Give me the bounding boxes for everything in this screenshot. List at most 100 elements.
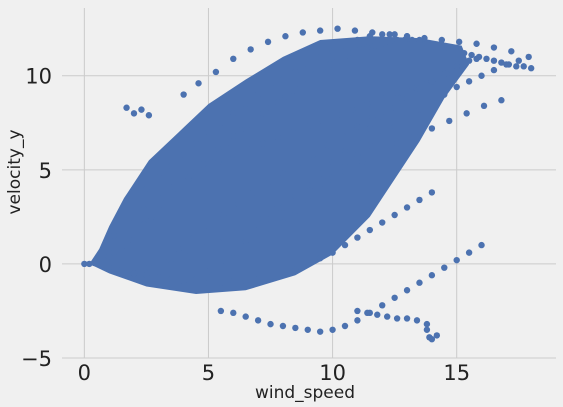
scatter-point: [180, 151, 187, 158]
scatter-point: [304, 123, 311, 130]
scatter-point: [118, 266, 125, 273]
scatter-point: [354, 123, 361, 130]
scatter-point: [254, 241, 262, 249]
scatter-point: [279, 270, 287, 277]
y-tick-label: 0: [39, 253, 52, 277]
scatter-point: [244, 121, 252, 128]
scatter-point: [438, 36, 446, 44]
scatter-point: [217, 258, 225, 266]
scatter-point: [386, 38, 393, 46]
scatter-point: [379, 95, 386, 102]
scatter-point: [304, 181, 311, 189]
scatter-point: [341, 162, 349, 170]
scatter-point: [446, 117, 453, 125]
scatter-point: [110, 232, 118, 239]
scatter-point: [254, 317, 262, 324]
scatter-point: [356, 46, 364, 53]
scatter-point: [205, 268, 212, 275]
scatter-point: [205, 223, 212, 230]
scatter-point: [192, 275, 200, 283]
scatter-point: [359, 159, 366, 166]
scatter-point: [416, 106, 423, 113]
scatter-point: [217, 119, 225, 126]
scatter-point: [366, 33, 374, 40]
scatter-point: [292, 192, 299, 200]
scatter-point: [118, 243, 125, 251]
scatter-point: [403, 315, 411, 322]
y-tick-label: 5: [39, 159, 52, 183]
scatter-point: [312, 70, 319, 78]
scatter-point: [379, 302, 386, 309]
scatter-points: [81, 25, 535, 343]
scatter-point: [403, 95, 411, 102]
scatter-point: [374, 311, 381, 318]
scatter-point: [483, 55, 490, 63]
scatter-point: [416, 36, 423, 44]
scatter-point: [267, 104, 274, 111]
scatter-point: [143, 185, 150, 192]
scatter-point: [379, 113, 386, 121]
scatter-point: [453, 256, 460, 264]
scatter-point: [498, 59, 505, 66]
x-tick-label: 0: [78, 361, 91, 385]
scatter-point: [145, 112, 153, 119]
scatter-point: [170, 183, 177, 190]
scatter-point: [316, 328, 324, 335]
scatter-point: [200, 160, 207, 168]
scatter-point: [334, 57, 341, 64]
scatter-point: [371, 42, 378, 49]
scatter-point: [393, 315, 401, 322]
scatter-point: [230, 249, 237, 256]
scatter-point: [441, 264, 448, 271]
scatter-point: [212, 68, 220, 76]
scatter-point: [307, 187, 314, 194]
scatter-point: [480, 102, 488, 110]
scatter-point: [155, 194, 163, 202]
scatter-point: [316, 170, 324, 177]
scatter-point: [369, 113, 376, 121]
scatter-point: [86, 260, 93, 268]
dense-point-cloud: [89, 36, 470, 295]
scatter-point: [354, 136, 361, 143]
scatter-point: [304, 196, 311, 204]
scatter-point: [391, 123, 398, 130]
scatter-point: [403, 287, 411, 294]
scatter-point: [334, 112, 341, 119]
scatter-point: [364, 309, 371, 317]
scatter-point: [416, 85, 423, 93]
scatter-point: [428, 335, 436, 343]
scatter-point: [403, 204, 411, 211]
scatter-point: [354, 307, 361, 315]
scatter-point: [96, 258, 103, 266]
scatter-point: [247, 46, 254, 53]
scatter-point: [279, 204, 287, 211]
scatter-point: [329, 326, 336, 333]
scatter-point: [520, 63, 527, 70]
scatter-point: [416, 279, 423, 286]
scatter-point: [503, 61, 510, 68]
scatter-point: [101, 256, 108, 264]
scatter-point: [441, 70, 448, 78]
scatter-point: [379, 132, 386, 140]
scatter-point: [354, 36, 361, 44]
scatter-point: [423, 40, 431, 47]
scatter-point: [423, 80, 431, 87]
scatter-point: [473, 55, 480, 63]
scatter-point: [267, 83, 274, 91]
scatter-point: [264, 179, 272, 187]
scatter-point: [274, 134, 282, 142]
scatter-point: [433, 332, 441, 339]
scatter-point: [163, 198, 170, 206]
scatter-point: [267, 215, 274, 222]
scatter-point: [463, 110, 470, 117]
scatter-point: [292, 324, 299, 332]
scatter-point: [254, 91, 262, 98]
scatter-point: [304, 326, 311, 333]
scatter-point: [441, 91, 448, 98]
scatter-point: [525, 53, 532, 61]
scatter-point: [185, 174, 192, 181]
y-tick-labels: −5 0 5 10: [21, 65, 52, 371]
scatter-point: [376, 149, 383, 157]
scatter-point: [105, 264, 113, 271]
scatter-point: [259, 140, 267, 147]
